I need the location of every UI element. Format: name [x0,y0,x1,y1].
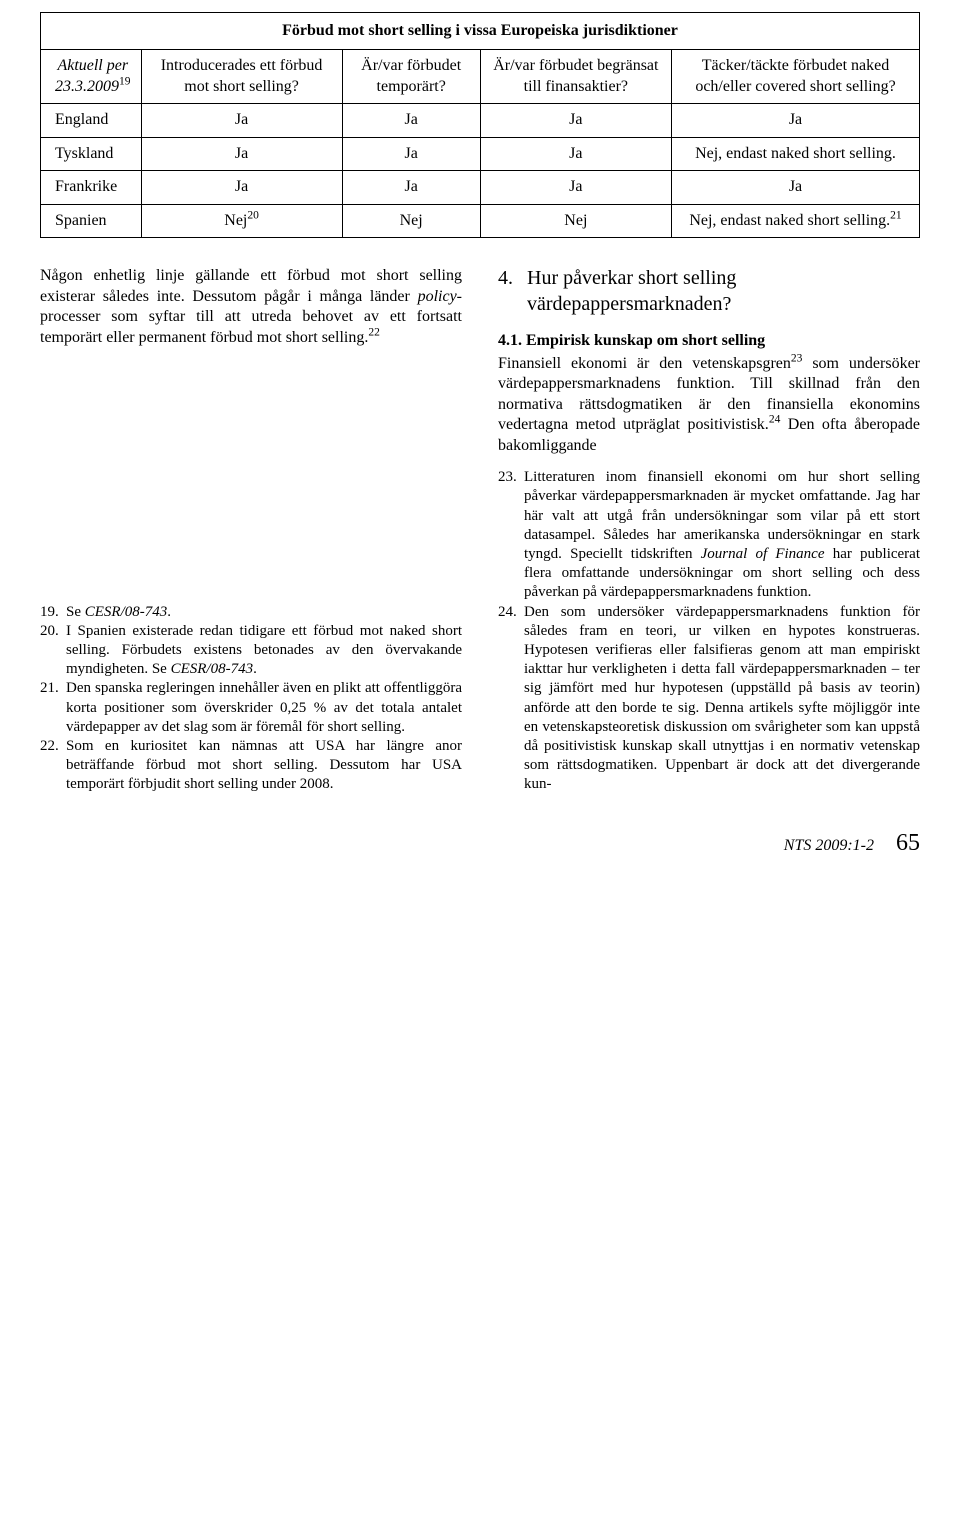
table-row: SpanienNej20NejNejNej, endast naked shor… [41,204,920,237]
left-p1a: Någon enhetlig linje gällande ett förbud… [40,267,462,304]
short-selling-table: Förbud mot short selling i vissa Europei… [40,12,920,238]
header-1-sup: 19 [119,76,131,88]
footnote-num: 24. [498,603,524,795]
row-country: Frankrike [41,171,142,204]
table-row: FrankrikeJaJaJaJa [41,171,920,204]
footnote-text: Den som undersöker värdepappersmarkna­de… [524,603,920,795]
footnote-columns: 19.Se CESR/08-743.20.I Spanien existerad… [40,468,920,794]
journal-ref: NTS 2009:1-2 [784,836,874,856]
row-c5: Ja [672,104,920,137]
right-paragraph: Finansiell ekonomi är den vetenskapsgren… [498,354,920,456]
row-c4: Ja [480,171,671,204]
left-p1-sup: 22 [368,326,380,338]
footnote-text: Som en kuriositet kan nämnas att USA har… [66,737,462,795]
footnote: 22.Som en kuriositet kan nämnas att USA … [40,737,462,795]
row-c4: Ja [480,137,671,170]
header-cell-2: Introducerades ett förbud mot short sell… [141,50,342,104]
footnote: 23.Litteraturen inom finansiell ekonomi … [498,468,920,602]
table-title: Förbud mot short selling i vissa Europei… [41,13,920,50]
right-column: 4. Hur påverkar short selling värdepappe… [498,266,920,456]
left-column: Någon enhetlig linje gällande ett förbud… [40,266,462,456]
section-title: Hur påverkar short selling värdepappersm… [527,266,920,317]
footnote: 21.Den spanska regleringen innehåller äv… [40,679,462,737]
footnote-col-left: 19.Se CESR/08-743.20.I Spanien existerad… [40,468,462,794]
section-heading: 4. Hur påverkar short selling värdepappe… [498,266,920,317]
row-c4: Nej [480,204,671,237]
row-c5: Ja [672,171,920,204]
header-1-line2: 23.3.2009 [55,78,119,95]
right-p1-sup1: 23 [791,353,803,365]
footnote-num: 20. [40,622,66,680]
right-p1a: Finansiell ekonomi är den vetenskapsgren [498,355,791,372]
header-cell-4: Är/var förbudet begränsat till finansakt… [480,50,671,104]
right-p1-sup2: 24 [769,414,781,426]
row-c3: Ja [342,171,480,204]
footnote-text: Litteraturen inom finansiell ekonomi om … [524,468,920,602]
table-header-row: Aktuell per 23.3.200919 Introducerades e… [41,50,920,104]
footnote: 20.I Spanien existerade redan tidigare e… [40,622,462,680]
subsection-heading: 4.1. Empirisk kunskap om short selling [498,331,920,351]
footnote-num: 21. [40,679,66,737]
row-c2: Nej20 [141,204,342,237]
footnote-num: 23. [498,468,524,602]
header-cell-5: Täcker/täckte för­budet naked och/eller … [672,50,920,104]
row-c4: Ja [480,104,671,137]
header-cell-3: Är/var förbudet temporärt? [342,50,480,104]
table-row: TysklandJaJaJaNej, endast naked short se… [41,137,920,170]
row-c3: Ja [342,137,480,170]
page-footer: NTS 2009:1-2 65 [40,828,920,859]
row-country: Tyskland [41,137,142,170]
row-c2: Ja [141,171,342,204]
left-p1-italic: policy [418,288,457,305]
row-country: Spanien [41,204,142,237]
row-country: England [41,104,142,137]
row-c3: Ja [342,104,480,137]
footnote: 24.Den som undersöker värdepappersmarkna… [498,603,920,795]
header-1-line1: Aktuell per [57,57,128,74]
left-paragraph: Någon enhetlig linje gällande ett förbud… [40,266,462,348]
footnote-col-right: 23.Litteraturen inom finansiell ekonomi … [498,468,920,794]
footnote-text: Den spanska regleringen innehåller även … [66,679,462,737]
footnote-num: 22. [40,737,66,795]
page-number: 65 [896,828,920,859]
footnote-text: I Spanien existerade redan tidigare ett … [66,622,462,680]
row-c3: Nej [342,204,480,237]
table-row: EnglandJaJaJaJa [41,104,920,137]
row-c2: Ja [141,137,342,170]
footnote: 19.Se CESR/08-743. [40,603,462,622]
row-c5: Nej, endast naked short selling.21 [672,204,920,237]
body-columns: Någon enhetlig linje gällande ett förbud… [40,266,920,456]
header-cell-1: Aktuell per 23.3.200919 [41,50,142,104]
row-c5: Nej, endast naked short selling. [672,137,920,170]
footnote-text: Se CESR/08-743. [66,603,462,622]
section-num: 4. [498,266,513,317]
footnote-num: 19. [40,603,66,622]
row-c2: Ja [141,104,342,137]
